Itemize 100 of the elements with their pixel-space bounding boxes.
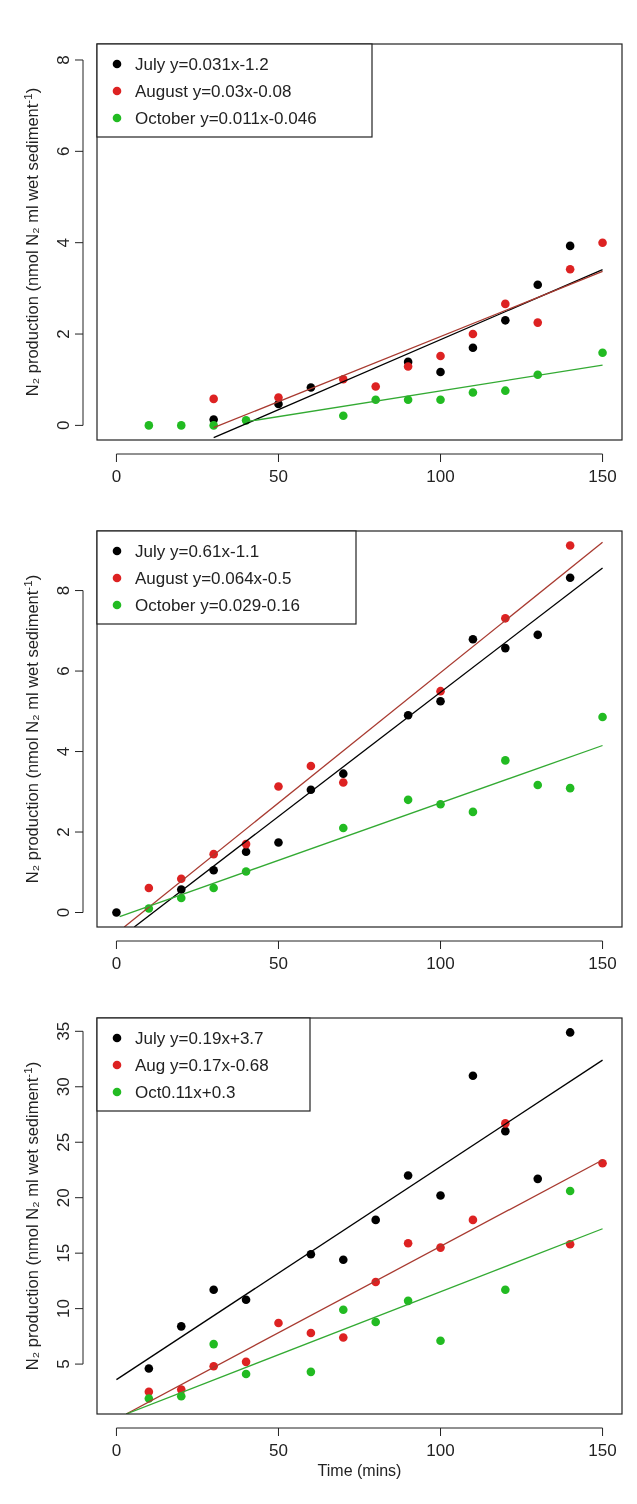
point — [598, 238, 607, 247]
point — [403, 1238, 413, 1248]
y-tick-label: 15 — [54, 1243, 73, 1263]
legend-label: July y=0.61x-1.1 — [135, 542, 260, 561]
legend-label: October y=0.011x-0.046 — [135, 109, 317, 128]
x-tick-label: 150 — [588, 1441, 617, 1460]
point — [339, 1305, 348, 1315]
point — [501, 386, 510, 395]
point — [274, 838, 283, 847]
x-tick-label: 50 — [269, 1441, 288, 1460]
point — [274, 393, 283, 402]
x-tick-label: 0 — [111, 954, 122, 973]
x-tick-label: 150 — [588, 467, 617, 486]
point — [209, 1339, 218, 1349]
point — [436, 351, 445, 361]
point — [468, 807, 478, 817]
point — [501, 756, 510, 765]
point — [436, 1191, 445, 1200]
point — [436, 696, 445, 706]
point — [339, 778, 348, 787]
point — [468, 343, 478, 353]
point — [436, 395, 445, 405]
x-tick-label: 50 — [269, 467, 288, 486]
point — [533, 630, 543, 640]
y-tick-label: 4 — [54, 237, 73, 248]
point — [598, 712, 607, 722]
point — [339, 769, 348, 778]
legend-label: Oct0.11x+0.3 — [135, 1083, 236, 1102]
y-tick-label: 5 — [54, 1359, 73, 1369]
legend-label: August y=0.03x-0.08 — [135, 82, 292, 101]
y-tick-label: 30 — [54, 1077, 73, 1097]
x-tick-label: 0 — [111, 467, 122, 486]
point — [306, 1367, 316, 1377]
point — [241, 1369, 251, 1379]
point — [468, 1215, 478, 1225]
point — [565, 264, 575, 274]
y-tick-label: 6 — [54, 146, 73, 157]
legend-label: July y=0.19x+3.7 — [135, 1029, 264, 1048]
point — [468, 329, 478, 339]
point — [274, 782, 283, 791]
point — [339, 1255, 348, 1265]
y-tick-label: 6 — [54, 666, 73, 676]
point — [403, 362, 413, 371]
y-tick-label: 0 — [54, 907, 73, 918]
legend-label: August y=0.064x-0.5 — [135, 569, 292, 588]
point — [598, 348, 607, 358]
point — [565, 1186, 575, 1196]
point — [144, 1364, 154, 1373]
y-tick-label: 35 — [54, 1021, 73, 1041]
y-tick-label: 0 — [54, 420, 73, 431]
point — [468, 388, 478, 397]
point — [501, 1285, 510, 1295]
y-tick-label: 2 — [54, 329, 73, 339]
point — [436, 1336, 445, 1346]
point — [501, 643, 510, 653]
y-tick-label: 10 — [54, 1299, 73, 1319]
point — [371, 382, 380, 391]
point — [112, 908, 121, 917]
point — [533, 780, 543, 790]
legend-label: October y=0.029-0.16 — [135, 596, 300, 615]
point — [241, 1295, 251, 1305]
x-tick-label: 150 — [588, 954, 617, 973]
point — [501, 316, 510, 325]
point — [306, 761, 316, 771]
x-tick-label: 100 — [426, 954, 455, 973]
x-tick-label: 100 — [426, 1441, 455, 1460]
point — [371, 1317, 380, 1327]
point — [339, 823, 348, 833]
point — [403, 1171, 413, 1180]
point — [533, 318, 543, 327]
point — [209, 394, 218, 404]
x-tick-label: 0 — [111, 1441, 122, 1460]
point — [241, 1357, 251, 1367]
y-tick-label: 20 — [54, 1188, 73, 1208]
point — [339, 411, 348, 421]
legend-label: July y=0.031x-1.2 — [135, 55, 269, 74]
point — [468, 1071, 478, 1080]
point — [501, 1126, 510, 1136]
point — [371, 1215, 380, 1225]
y-tick-label: 8 — [54, 585, 73, 596]
point — [306, 1328, 316, 1338]
point — [144, 421, 154, 430]
y-tick-label: 25 — [54, 1132, 73, 1152]
y-tick-label: 2 — [54, 827, 73, 837]
legend-label: Aug y=0.17x-0.68 — [135, 1056, 269, 1075]
y-tick-label: 4 — [54, 746, 73, 757]
point — [468, 634, 478, 644]
point — [176, 1322, 186, 1331]
point — [501, 299, 510, 309]
point — [209, 883, 218, 893]
point — [339, 1333, 348, 1342]
y-tick-label: 8 — [54, 55, 73, 65]
point — [144, 883, 154, 893]
point — [565, 783, 575, 793]
x-axis-title: Time (mins) — [317, 1462, 402, 1479]
point — [403, 795, 413, 805]
point — [209, 1285, 218, 1295]
point — [241, 847, 251, 857]
point — [533, 280, 543, 290]
point — [565, 573, 575, 582]
